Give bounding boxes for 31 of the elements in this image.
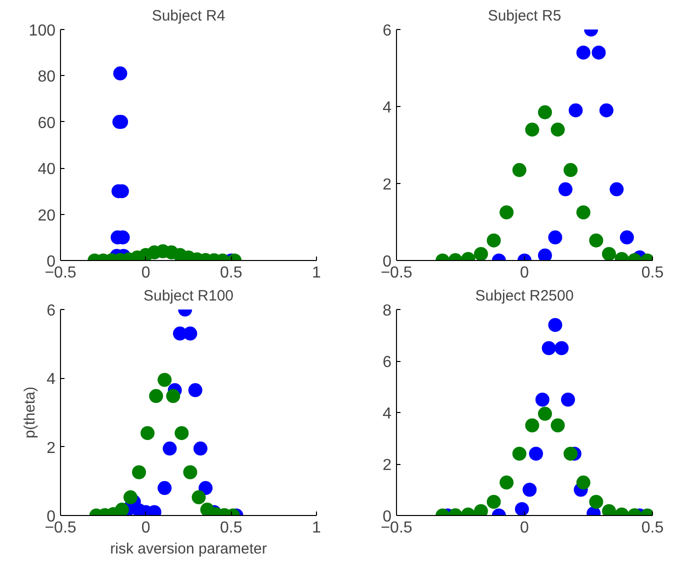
y-tick-label: 4 xyxy=(382,406,392,422)
x-tick-label: 0 xyxy=(520,264,530,282)
x-tick-label: 0 xyxy=(520,520,530,536)
y-tick-label: 6 xyxy=(382,354,392,371)
y-tick-label: 2 xyxy=(46,440,56,457)
x-axis-title: risk aversion parameter xyxy=(110,540,267,558)
y-tick-label: 80 xyxy=(38,68,56,86)
chart-title: Subject R4 xyxy=(152,8,226,24)
y-tick-label: 40 xyxy=(38,161,56,178)
y-tick-label: 100 xyxy=(28,22,56,40)
x-tick-label: 0.5 xyxy=(641,520,664,536)
y-tick-label: 20 xyxy=(38,207,56,224)
x-tick-label: 0.5 xyxy=(641,264,664,282)
x-tick-label: 0.5 xyxy=(220,264,242,282)
y-axis-title: p(theta) xyxy=(22,386,39,438)
chart-title: Subject R5 xyxy=(488,8,562,24)
y-tick-label: 4 xyxy=(382,100,392,116)
x-tick-label: 1 xyxy=(312,520,322,536)
y-tick-label: 6 xyxy=(46,302,56,320)
y-tick-label: 60 xyxy=(38,114,56,132)
x-tick-label: 0.5 xyxy=(220,520,242,536)
y-tick-label: 2 xyxy=(382,457,392,474)
x-tick-label: 0 xyxy=(141,264,150,282)
y-tick-label: 2 xyxy=(382,176,392,194)
x-tick-label: 1 xyxy=(312,264,322,282)
y-tick-label: 6 xyxy=(382,22,392,40)
chart-title: Subject R2500 xyxy=(475,288,574,304)
x-tick-label: 0 xyxy=(141,520,150,536)
y-tick-label: 8 xyxy=(382,302,392,320)
y-tick-label: 4 xyxy=(46,371,56,388)
chart-title: Subject R100 xyxy=(143,288,234,304)
